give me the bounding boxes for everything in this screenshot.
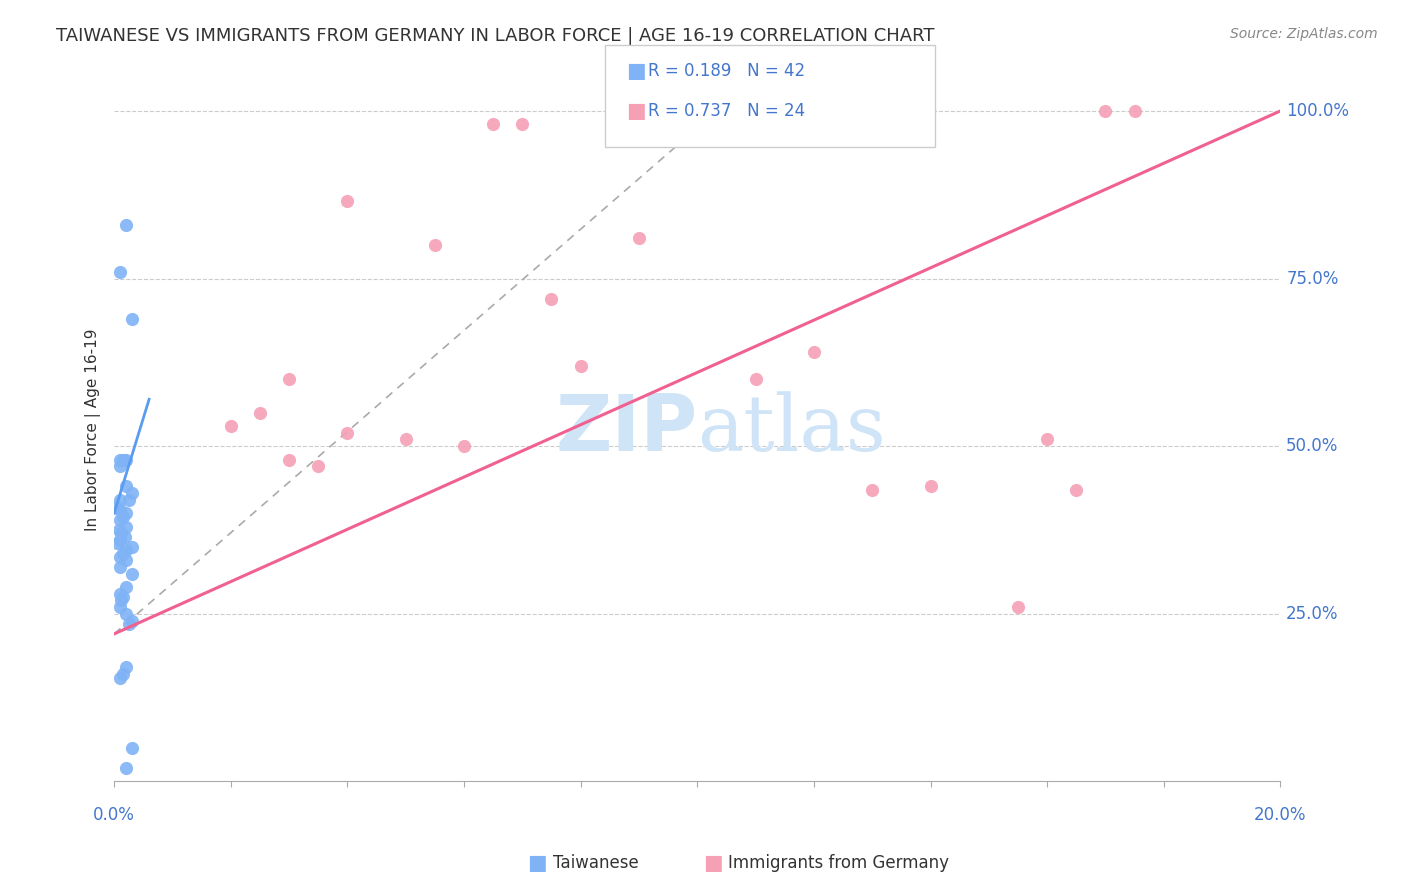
Text: 100.0%: 100.0% (1286, 102, 1350, 120)
Text: atlas: atlas (697, 392, 886, 467)
Point (510, 117, 533, 131)
Point (803, 345, 825, 359)
Point (114, 660, 136, 674)
Point (121, 540, 143, 554)
Text: ■: ■ (527, 854, 547, 873)
Point (114, 218, 136, 232)
Point (114, 607, 136, 621)
Point (114, 761, 136, 775)
Point (423, 238, 446, 252)
Text: Immigrants from Germany: Immigrants from Germany (728, 855, 949, 872)
Text: 0.0%: 0.0% (93, 806, 135, 824)
Text: 75.0%: 75.0% (1286, 269, 1339, 287)
Point (110, 526, 132, 541)
Point (108, 513, 131, 527)
Point (920, 479, 942, 493)
Text: ZIP: ZIP (555, 392, 697, 467)
Point (114, 543, 136, 558)
Text: ■: ■ (626, 62, 645, 81)
Point (278, 452, 301, 467)
Point (1007, 600, 1029, 615)
Point (627, 231, 650, 245)
Point (744, 372, 766, 386)
Text: 20.0%: 20.0% (1254, 806, 1306, 824)
Text: R = 0.189   N = 42: R = 0.189 N = 42 (648, 62, 806, 80)
Point (108, 265, 131, 279)
Point (114, 553, 136, 567)
Point (860, 483, 883, 497)
Point (108, 452, 131, 467)
Text: 25.0%: 25.0% (1286, 605, 1339, 623)
Point (114, 580, 136, 594)
Point (114, 479, 136, 493)
Point (395, 433, 418, 447)
Point (114, 506, 136, 520)
Text: ■: ■ (703, 854, 723, 873)
Text: Taiwanese: Taiwanese (553, 855, 638, 872)
Point (219, 419, 242, 434)
Text: Source: ZipAtlas.com: Source: ZipAtlas.com (1230, 27, 1378, 41)
Point (108, 560, 131, 574)
Point (1123, 103, 1146, 118)
Point (336, 425, 359, 440)
Point (121, 614, 143, 628)
Point (111, 667, 134, 681)
Point (105, 500, 128, 514)
Point (278, 372, 301, 386)
Point (108, 533, 131, 547)
Point (307, 459, 329, 474)
Point (108, 492, 131, 507)
Point (569, 359, 592, 373)
Point (108, 459, 131, 474)
Point (121, 311, 143, 326)
Point (482, 117, 505, 131)
Point (540, 292, 562, 306)
Point (118, 492, 141, 507)
Point (111, 590, 134, 604)
Point (1064, 483, 1087, 497)
Point (111, 509, 134, 524)
Text: TAIWANESE VS IMMIGRANTS FROM GERMANY IN LABOR FORCE | AGE 16-19 CORRELATION CHAR: TAIWANESE VS IMMIGRANTS FROM GERMANY IN … (56, 27, 935, 45)
Point (111, 452, 134, 467)
Point (111, 546, 134, 560)
Point (121, 740, 143, 755)
Text: ■: ■ (626, 102, 645, 121)
Point (121, 486, 143, 500)
Point (108, 549, 131, 564)
Point (453, 439, 475, 453)
Point (107, 523, 129, 537)
Point (108, 587, 131, 601)
Text: R = 0.737   N = 24: R = 0.737 N = 24 (648, 103, 806, 120)
Point (108, 503, 131, 517)
Point (118, 616, 141, 631)
Point (1094, 103, 1116, 118)
Point (336, 194, 359, 209)
Point (249, 406, 271, 420)
Text: 50.0%: 50.0% (1286, 437, 1339, 455)
Point (114, 519, 136, 533)
Point (114, 452, 136, 467)
Point (121, 566, 143, 581)
Point (110, 593, 132, 607)
Point (1036, 433, 1059, 447)
Y-axis label: In Labor Force | Age 16-19: In Labor Force | Age 16-19 (86, 328, 101, 531)
Point (108, 600, 131, 615)
Point (108, 671, 131, 685)
Point (105, 536, 128, 550)
Point (114, 530, 136, 544)
